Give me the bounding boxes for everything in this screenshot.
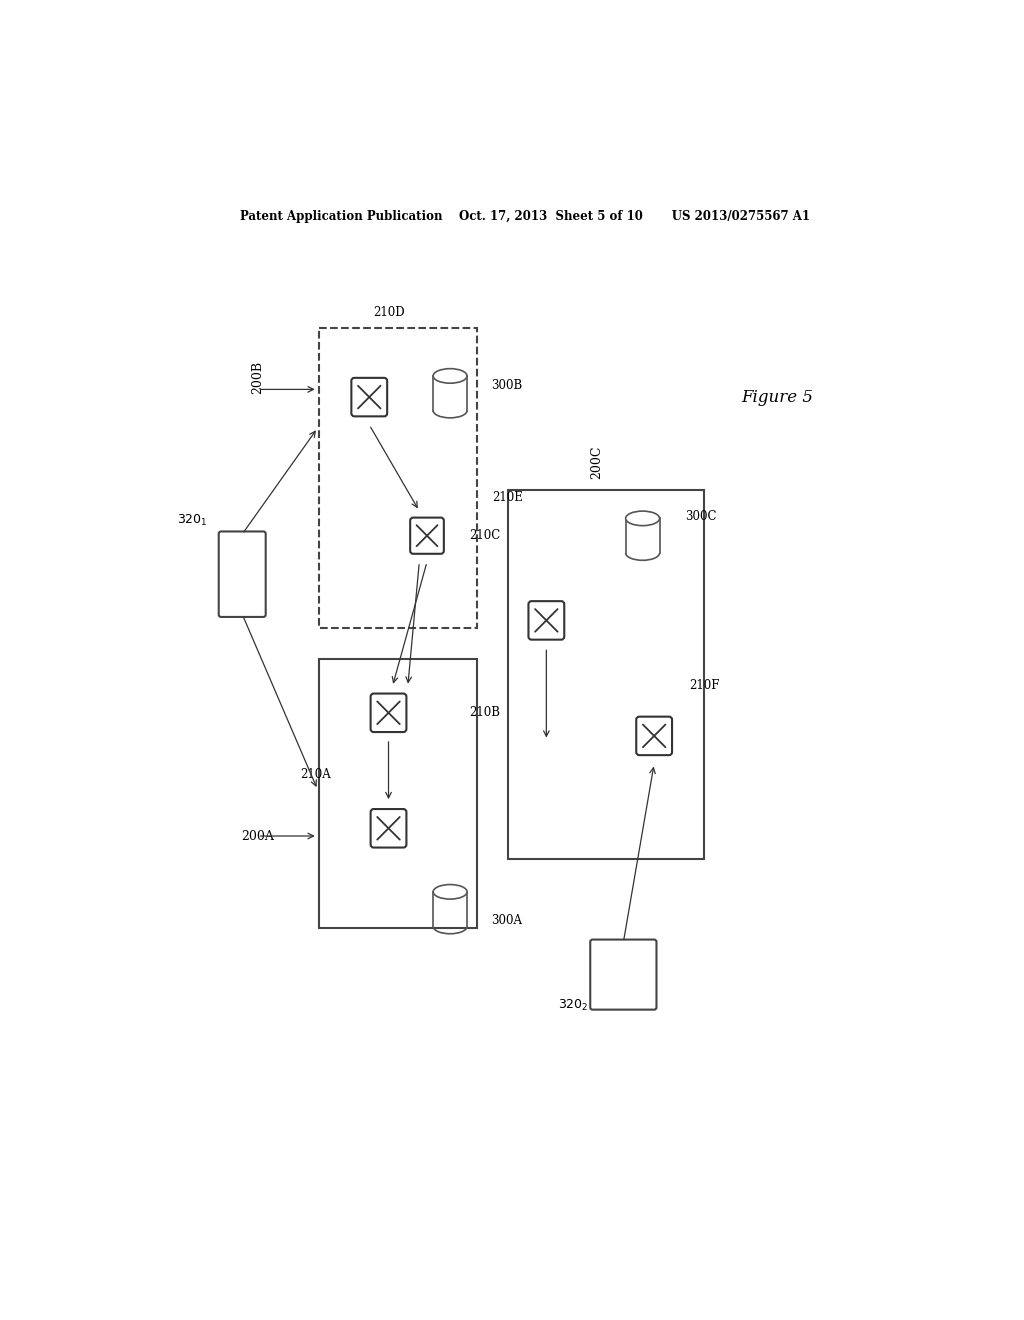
Text: 210C: 210C <box>469 529 501 543</box>
Text: 210A: 210A <box>300 768 331 781</box>
Text: 300A: 300A <box>490 915 522 927</box>
FancyBboxPatch shape <box>351 378 387 416</box>
Text: Figure 5: Figure 5 <box>741 388 813 405</box>
Text: $320_1$: $320_1$ <box>177 512 208 528</box>
FancyBboxPatch shape <box>590 940 656 1010</box>
Ellipse shape <box>433 884 467 899</box>
Text: 300B: 300B <box>490 379 522 392</box>
Bar <box>433 376 467 411</box>
FancyBboxPatch shape <box>219 532 265 616</box>
FancyBboxPatch shape <box>371 809 407 847</box>
FancyBboxPatch shape <box>636 717 672 755</box>
Text: 200B: 200B <box>251 362 264 395</box>
Ellipse shape <box>433 368 467 383</box>
Ellipse shape <box>626 511 659 525</box>
Bar <box>626 519 659 553</box>
Text: Patent Application Publication    Oct. 17, 2013  Sheet 5 of 10       US 2013/027: Patent Application Publication Oct. 17, … <box>240 210 810 223</box>
Text: $320_2$: $320_2$ <box>558 998 589 1012</box>
Text: 210E: 210E <box>493 491 523 504</box>
Text: 210B: 210B <box>469 706 501 719</box>
Bar <box>319 659 477 928</box>
Bar <box>319 327 477 628</box>
Text: 210F: 210F <box>689 680 720 693</box>
Bar <box>508 490 705 859</box>
Text: 210D: 210D <box>373 306 404 319</box>
Text: 300C: 300C <box>685 510 717 523</box>
Text: 200C: 200C <box>590 446 603 479</box>
Bar <box>433 892 467 927</box>
Text: 200A: 200A <box>242 829 274 842</box>
FancyBboxPatch shape <box>411 517 443 554</box>
FancyBboxPatch shape <box>371 693 407 733</box>
FancyBboxPatch shape <box>528 601 564 640</box>
